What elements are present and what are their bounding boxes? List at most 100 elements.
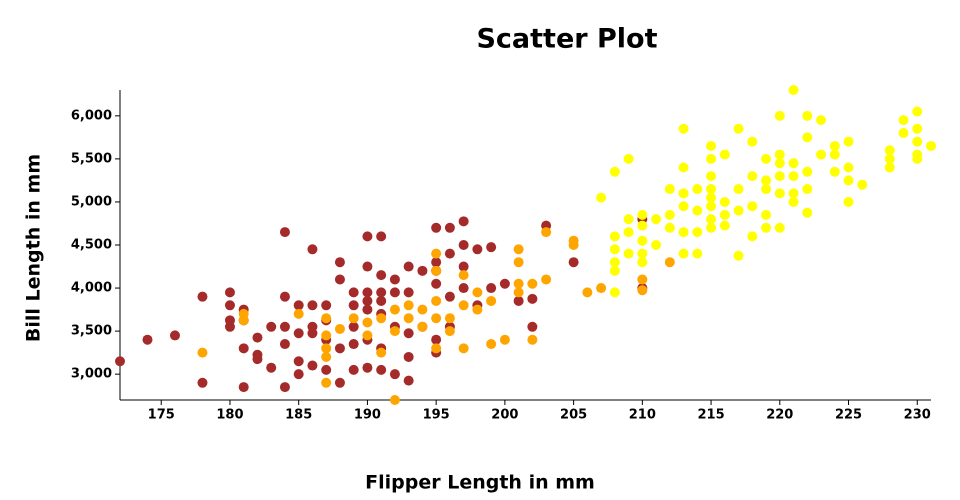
point — [321, 343, 332, 354]
point — [431, 343, 442, 354]
x-tick-label: 190 — [354, 408, 381, 423]
point — [307, 244, 318, 255]
point — [637, 235, 648, 246]
point — [389, 369, 400, 380]
y-tick-label: 3,000 — [71, 367, 112, 382]
point — [348, 287, 359, 298]
point — [431, 222, 442, 233]
point — [527, 278, 538, 289]
y-tick-label: 4,000 — [71, 281, 112, 296]
point — [266, 321, 277, 332]
point — [706, 140, 717, 151]
point — [733, 184, 744, 195]
point — [197, 377, 208, 388]
point — [788, 188, 799, 199]
point — [513, 257, 524, 268]
point — [898, 115, 909, 126]
point — [527, 334, 538, 345]
point — [279, 321, 290, 332]
point — [238, 315, 249, 326]
point — [444, 248, 455, 259]
x-tick-label: 230 — [904, 408, 931, 423]
point — [486, 295, 497, 306]
point — [389, 395, 400, 405]
point — [115, 356, 125, 367]
point — [637, 209, 648, 220]
y-tick-label: 6,000 — [71, 108, 112, 123]
point — [664, 184, 675, 195]
point — [458, 300, 469, 311]
point — [926, 140, 936, 151]
point — [458, 216, 469, 227]
point — [417, 304, 428, 315]
point — [376, 364, 387, 375]
y-tick-label: 4,500 — [71, 238, 112, 253]
point — [389, 326, 400, 337]
point — [252, 332, 263, 343]
point — [678, 201, 689, 212]
point — [884, 153, 895, 164]
point — [486, 283, 497, 294]
point — [431, 257, 442, 268]
point — [568, 240, 579, 250]
point — [774, 171, 785, 182]
point — [843, 162, 854, 173]
point — [541, 227, 552, 238]
point — [266, 362, 277, 373]
point — [403, 261, 414, 272]
point — [197, 291, 208, 302]
x-tick-label: 210 — [629, 408, 656, 423]
point — [664, 222, 675, 233]
point — [431, 313, 442, 324]
x-tick-label: 185 — [285, 408, 312, 423]
point — [334, 377, 345, 388]
point — [321, 351, 332, 362]
point — [334, 257, 345, 268]
point — [692, 205, 703, 216]
point — [403, 287, 414, 298]
point — [431, 248, 442, 259]
point — [321, 313, 332, 324]
point — [692, 227, 703, 238]
point — [334, 343, 345, 354]
point — [486, 242, 497, 253]
point — [472, 287, 483, 298]
point — [293, 300, 304, 311]
point — [417, 321, 428, 332]
point — [802, 166, 813, 177]
point — [582, 287, 593, 298]
point — [719, 149, 730, 160]
point — [307, 360, 318, 371]
point — [348, 321, 359, 332]
point — [307, 300, 318, 311]
point — [761, 153, 772, 164]
point — [362, 295, 373, 306]
point — [279, 227, 290, 238]
y-tick-label: 5,500 — [71, 151, 112, 166]
point — [664, 209, 675, 220]
point — [389, 287, 400, 298]
point — [843, 136, 854, 147]
point — [568, 257, 579, 268]
point — [513, 278, 524, 289]
point — [843, 175, 854, 186]
point — [719, 196, 730, 207]
x-tick-label: 200 — [491, 408, 518, 423]
point — [829, 166, 840, 177]
point — [307, 328, 318, 339]
point — [362, 362, 373, 373]
point — [774, 110, 785, 121]
point — [692, 184, 703, 195]
point — [279, 382, 290, 393]
point — [678, 188, 689, 199]
point — [596, 192, 607, 203]
point — [788, 85, 799, 95]
point — [541, 274, 552, 285]
point — [444, 291, 455, 302]
point — [321, 330, 332, 341]
point — [623, 153, 634, 164]
point — [169, 330, 180, 341]
point — [898, 128, 909, 139]
point — [761, 209, 772, 220]
point — [362, 261, 373, 272]
